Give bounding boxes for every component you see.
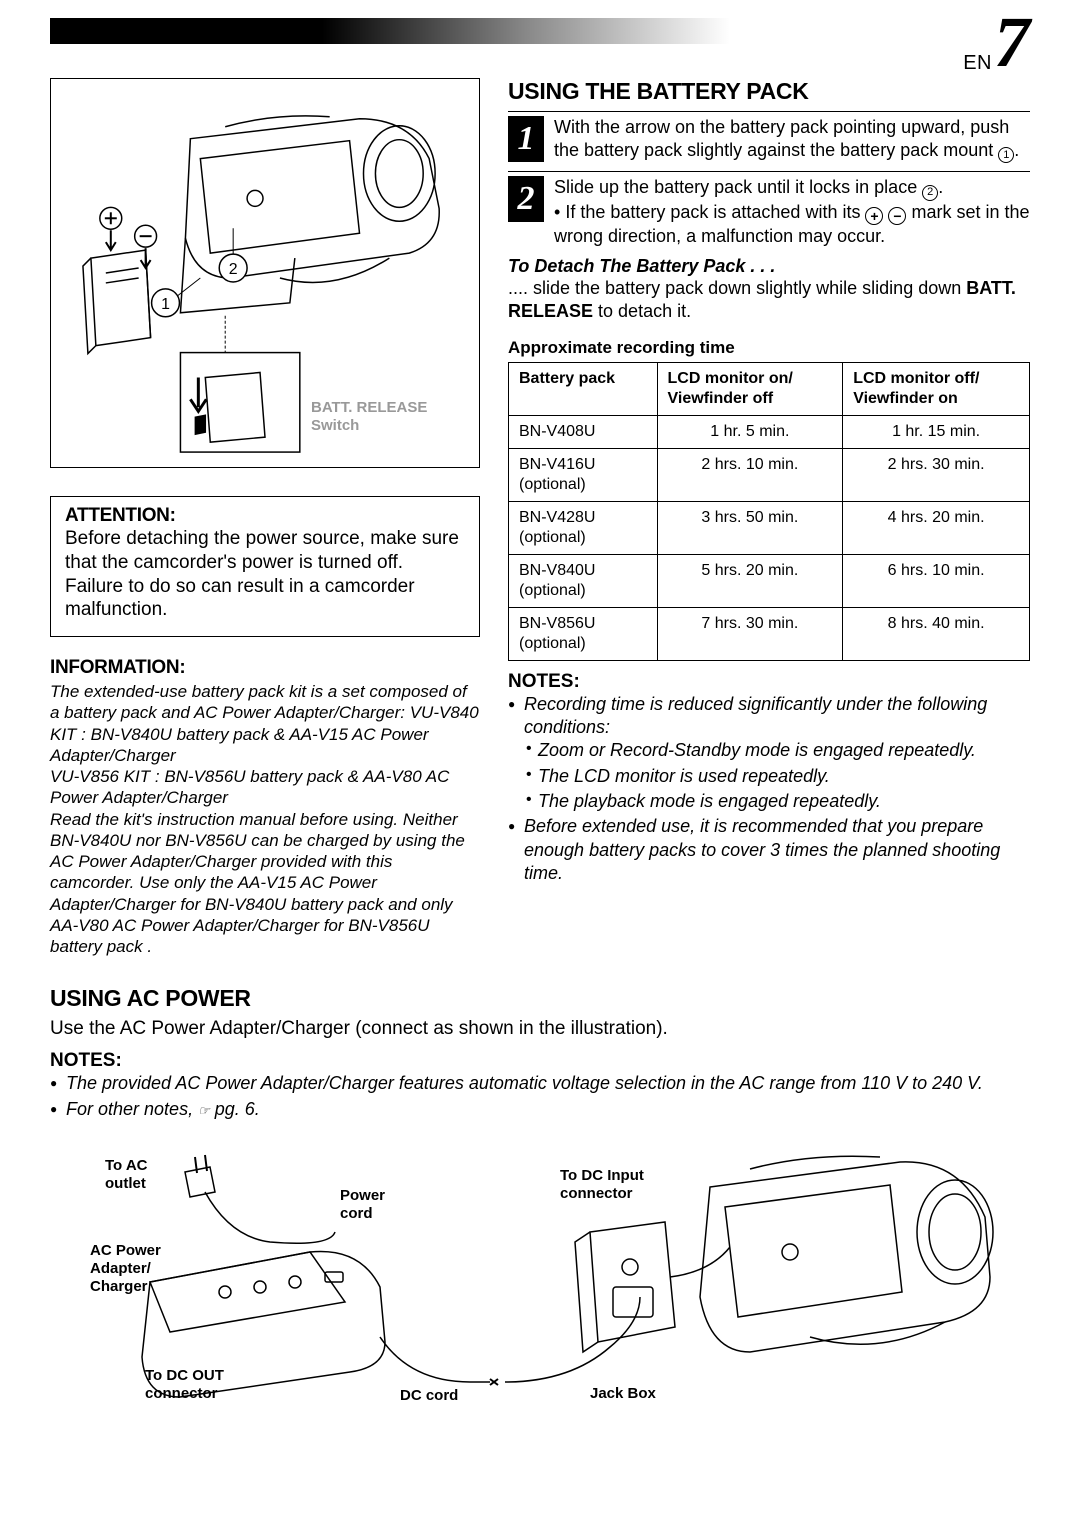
pointer-icon: ☞ <box>198 1103 210 1118</box>
power-cord-label: Power cord <box>340 1187 385 1223</box>
notes-title-2: NOTES: <box>50 1050 1030 1072</box>
detach-text: .... slide the battery pack down slightl… <box>508 277 1030 324</box>
information-text: The extended-use battery pack kit is a s… <box>50 681 480 957</box>
step-2-number: 2 <box>508 176 544 222</box>
notes-title-1: NOTES: <box>508 671 1030 693</box>
information-section: INFORMATION: The extended-use battery pa… <box>50 657 480 957</box>
adapter-label: AC Power Adapter/ Charger <box>90 1242 161 1296</box>
attention-box: ATTENTION: Before detaching the power so… <box>50 496 480 637</box>
page-number: 7 <box>994 10 1030 75</box>
notes-list-2: The provided AC Power Adapter/Charger fe… <box>50 1072 1030 1121</box>
table-title: Approximate recording time <box>508 338 1030 358</box>
dc-cord-label: DC cord <box>400 1387 458 1405</box>
battery-section-title: USING THE BATTERY PACK <box>508 78 1030 105</box>
attention-text: Before detaching the power source, make … <box>65 527 465 622</box>
dc-in-label: To DC Input connector <box>560 1167 644 1203</box>
ac-power-illustration: To AC outlet Power cord AC Power Adapter… <box>50 1127 1030 1417</box>
ac-outlet-label: To AC outlet <box>105 1157 148 1193</box>
step-1: 1 With the arrow on the battery pack poi… <box>508 111 1030 163</box>
step-2: 2 Slide up the battery pack until it loc… <box>508 171 1030 247</box>
detach-heading: To Detach The Battery Pack . . . <box>508 256 1030 277</box>
ac-text: Use the AC Power Adapter/Charger (connec… <box>50 1018 1030 1040</box>
notes-list-1: Recording time is reduced significantly … <box>508 693 1030 886</box>
information-title: INFORMATION: <box>50 657 480 679</box>
batt-release-label: BATT. RELEASE Switch <box>311 399 427 435</box>
svg-text:1: 1 <box>161 296 170 313</box>
jack-box-label: Jack Box <box>590 1385 656 1403</box>
camcorder-illustration: 1 2 BATT. RELEASE Switch <box>50 78 480 468</box>
step-2-text: Slide up the battery pack until it locks… <box>554 176 1030 247</box>
step-1-number: 1 <box>508 116 544 162</box>
step-1-text: With the arrow on the battery pack point… <box>554 116 1030 163</box>
ac-title: USING AC POWER <box>50 985 1030 1012</box>
page-lang: EN <box>963 52 992 75</box>
ac-power-section: USING AC POWER Use the AC Power Adapter/… <box>50 985 1030 1417</box>
svg-text:2: 2 <box>229 261 238 278</box>
recording-time-table: Battery packLCD monitor on/Viewfinder of… <box>508 362 1030 661</box>
attention-title: ATTENTION: <box>65 505 465 527</box>
dc-out-label: To DC OUT connector <box>145 1367 224 1403</box>
header-bar: EN 7 <box>50 10 1030 58</box>
